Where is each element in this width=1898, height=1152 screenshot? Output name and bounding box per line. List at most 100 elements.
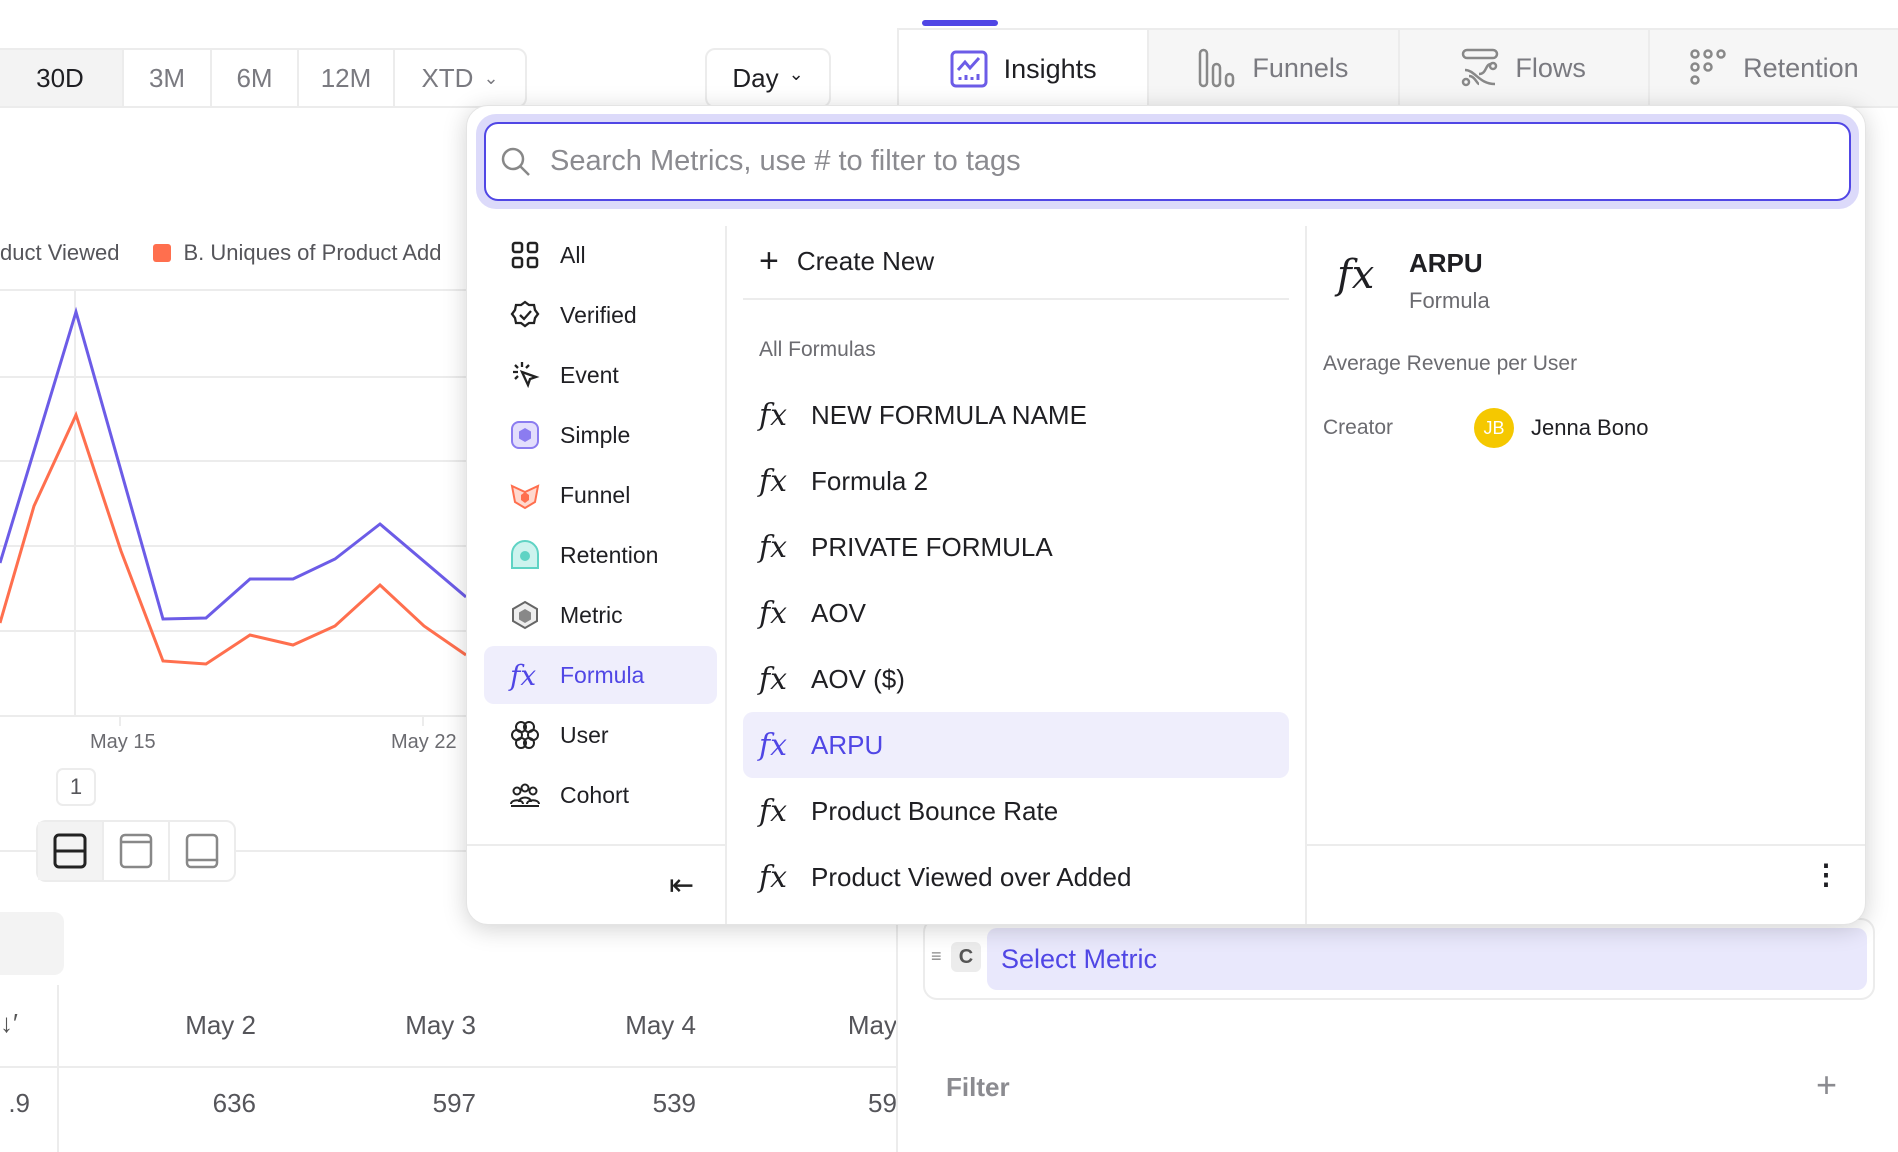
formula-item[interactable]: fx NEW FORMULA NAME [743,382,1289,448]
formula-label: Formula 2 [811,465,929,496]
simple-metric-icon [511,421,539,449]
drag-handle-icon[interactable]: ≡ [931,946,942,966]
category-metric[interactable]: Metric [484,586,717,644]
formula-item[interactable]: fx Formula 2 [743,448,1289,514]
split-view-icon [53,833,87,869]
range-30d-button[interactable]: 30D [0,50,124,106]
add-filter-plus-icon[interactable]: + [1816,1064,1838,1105]
legend-item-a[interactable]: duct Viewed [0,240,120,265]
detail-description: Average Revenue per User [1323,352,1578,375]
formula-label: NEW FORMULA NAME [811,399,1087,430]
column-header[interactable]: May 4 [625,1010,696,1040]
sort-icon[interactable]: ↓′ [0,1008,18,1038]
legend-item-b[interactable]: B. Uniques of Product Add [183,240,442,265]
column-header[interactable]: May [847,1010,897,1040]
metric-search-input[interactable] [550,145,1750,178]
table-cell: .9 [8,1088,30,1118]
category-label: Verified [560,301,637,328]
category-event[interactable]: Event [484,346,717,404]
category-label: All [560,241,586,268]
avatar: JB [1474,408,1514,448]
category-all[interactable]: All [484,226,717,284]
fx-icon: fx [759,397,788,433]
tab-insights[interactable]: Insights [899,30,1148,108]
category-user[interactable]: User [484,706,717,764]
fx-icon: fx [510,658,537,692]
divider [467,844,725,846]
tab-funnels[interactable]: Funnels [1147,30,1398,108]
formula-item[interactable]: fx Product Viewed over Added [743,844,1289,910]
table-cell: 59 [868,1088,897,1118]
range-12m-button[interactable]: 12M [299,50,395,106]
metric-hexagon-icon [512,600,538,630]
category-label: Formula [560,661,645,688]
interval-dropdown[interactable]: Day ⌄ [705,48,831,108]
divider [725,226,727,924]
formula-item[interactable]: fx PRIVATE FORMULA [743,514,1289,580]
range-3m-button[interactable]: 3M [124,50,212,106]
column-header[interactable]: May 2 [185,1010,256,1040]
tab-label: Funnels [1252,52,1349,83]
insights-icon [950,50,988,88]
divider [1305,844,1865,846]
funnels-icon [1199,48,1235,88]
metric-picker-dropdown: All Verified Event Simple Funnel Retenti… [466,105,1866,925]
formula-label: ARPU [811,729,884,760]
create-new-button[interactable]: + Create New [759,242,934,281]
page-badge[interactable]: 1 [56,768,96,806]
layout-bottom-button[interactable] [170,822,234,880]
category-retention[interactable]: Retention [484,526,717,584]
layout-top-button[interactable] [104,822,170,880]
formula-label: Product Viewed over Added [811,861,1132,892]
tab-label: Insights [1003,53,1097,84]
category-formula[interactable]: fx Formula [484,646,717,704]
formula-item-selected[interactable]: fx ARPU [743,712,1289,778]
table-cell: 636 [212,1088,256,1118]
series-b-line [0,410,466,666]
tab-flows[interactable]: Flows [1397,30,1648,108]
category-label: User [560,721,609,748]
create-new-label: Create New [796,246,935,276]
formula-label: Product Bounce Rate [811,795,1059,826]
cohort-icon [510,783,540,807]
report-type-tabs: Insights Funnels Flows Retention [897,28,1898,108]
tab-label: Retention [1743,52,1859,83]
detail-type: Formula [1409,288,1490,313]
more-options-icon[interactable]: ⋮ [1812,859,1840,890]
tab-retention[interactable]: Retention [1647,30,1898,108]
fx-icon: fx [759,859,788,895]
funnel-icon [510,484,540,510]
range-6m-button[interactable]: 6M [212,50,299,106]
x-tick-label: May 15 [90,731,156,753]
select-metric-button[interactable]: Select Metric [987,928,1867,990]
layout-split-button[interactable] [38,822,104,880]
category-label: Retention [560,541,659,568]
collapse-sidebar-icon[interactable]: ⇤ [669,869,695,902]
date-range-selector: 30D 3M 6M 12M XTD ⌄ [0,48,527,108]
category-label: Event [560,361,619,388]
fx-icon: fx [759,529,788,565]
range-xtd-button[interactable]: XTD ⌄ [395,50,525,106]
formula-item[interactable]: fx AOV ($) [743,646,1289,712]
interval-label: Day [732,62,779,93]
fx-icon: fx [759,727,788,763]
formula-item[interactable]: fx Product Bounce Rate [743,778,1289,844]
fx-icon: fx [759,595,788,631]
metric-row: ≡ C Select Metric [923,918,1875,1000]
filter-label: Filter [946,1072,1010,1102]
category-simple[interactable]: Simple [484,406,717,464]
category-verified[interactable]: Verified [484,286,717,344]
formula-item[interactable]: fx AOV [743,580,1289,646]
category-cohort[interactable]: Cohort [484,766,717,824]
column-header[interactable]: May 3 [405,1010,476,1040]
layout-toggle-group [36,820,236,882]
active-indicator [922,20,998,26]
search-icon [501,147,530,176]
chevron-down-icon: ⌄ [483,67,499,88]
fx-icon: fx [759,463,788,499]
chevron-down-icon: ⌄ [788,63,804,84]
creator-name: Jenna Bono [1531,415,1649,440]
category-funnel[interactable]: Funnel [484,466,717,524]
flows-icon [1462,48,1499,87]
user-flower-icon [511,721,539,749]
